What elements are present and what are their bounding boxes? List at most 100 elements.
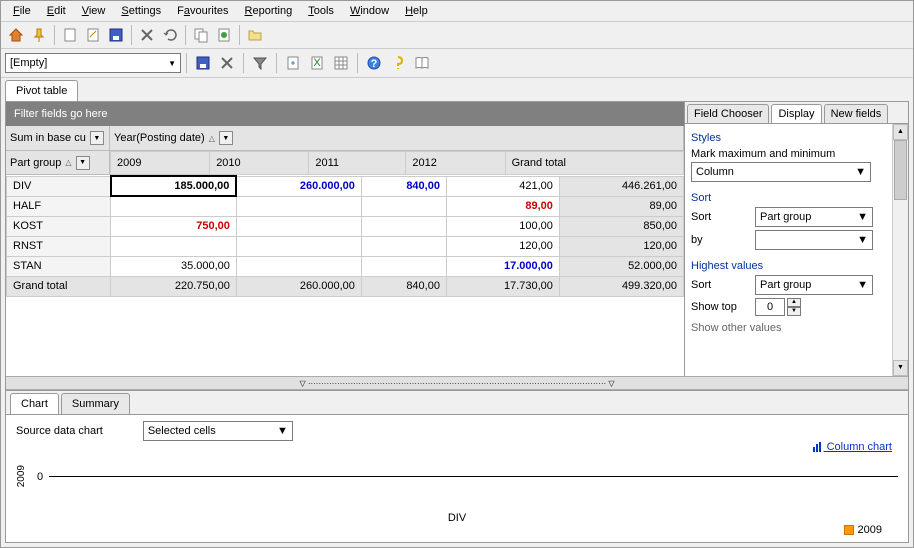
- row-label[interactable]: STAN: [7, 256, 111, 276]
- data-cell[interactable]: 120,00: [446, 236, 559, 256]
- scroll-thumb[interactable]: [894, 140, 907, 200]
- spin-up[interactable]: ▲: [787, 298, 801, 307]
- data-cell[interactable]: [111, 236, 237, 256]
- folder-icon[interactable]: [244, 24, 266, 46]
- scroll-down-icon[interactable]: ▼: [893, 360, 908, 376]
- source-data-label: Source data chart: [16, 425, 103, 437]
- data-cell[interactable]: [361, 216, 446, 236]
- pivot-zone: Filter fields go here Sum in base cu▼ Ye…: [6, 102, 908, 376]
- side-panel: Field Chooser Display New fields Styles …: [684, 102, 908, 376]
- pivot-column-headers: 2009201020112012Grand total: [110, 151, 684, 175]
- data-cell[interactable]: [361, 196, 446, 216]
- excel-icon[interactable]: X: [306, 52, 328, 74]
- mark-select[interactable]: Column▼: [691, 162, 871, 182]
- save-layout-icon[interactable]: [192, 52, 214, 74]
- pin-icon[interactable]: [28, 24, 50, 46]
- data-cell[interactable]: 89,00: [446, 196, 559, 216]
- menu-window[interactable]: Window: [342, 3, 397, 19]
- source-data-select[interactable]: Selected cells▼: [143, 421, 293, 441]
- scroll-up-icon[interactable]: ▲: [893, 124, 908, 140]
- refresh-icon[interactable]: [213, 24, 235, 46]
- column-header[interactable]: 2011: [309, 152, 406, 175]
- column-field[interactable]: Year(Posting date)△▼: [110, 126, 684, 150]
- data-cell[interactable]: [111, 196, 237, 216]
- info-icon[interactable]: ?: [363, 52, 385, 74]
- menu-file[interactable]: File: [5, 3, 39, 19]
- help-icon[interactable]: [387, 52, 409, 74]
- data-cell[interactable]: [361, 256, 446, 276]
- menu-reporting[interactable]: Reporting: [237, 3, 301, 19]
- data-cell[interactable]: 52.000,00: [559, 256, 683, 276]
- data-cell[interactable]: [236, 196, 361, 216]
- column-header[interactable]: Grand total: [505, 152, 683, 175]
- chart-body: Source data chart Selected cells▼ 2009 0…: [6, 415, 908, 542]
- tab-field-chooser[interactable]: Field Chooser: [687, 104, 769, 123]
- tab-display[interactable]: Display: [771, 104, 821, 123]
- showtop-spinner[interactable]: ▲▼: [755, 298, 801, 316]
- pivot-data-table: DIV185.000,00260.000,00840,00421,00446.2…: [6, 175, 684, 297]
- column-field-label: Year(Posting date): [114, 132, 205, 144]
- menu-favourites[interactable]: Favourites: [169, 3, 236, 19]
- spin-down[interactable]: ▼: [787, 307, 801, 316]
- filter-drop-area[interactable]: Filter fields go here: [6, 102, 684, 126]
- layout-combo[interactable]: [Empty]▼: [5, 53, 181, 73]
- side-scrollbar[interactable]: ▲ ▼: [892, 124, 908, 376]
- chart-type-link[interactable]: Column chart: [812, 441, 892, 453]
- edit-icon[interactable]: [82, 24, 104, 46]
- data-cell[interactable]: 446.261,00: [559, 176, 683, 196]
- menu-edit[interactable]: Edit: [39, 3, 74, 19]
- data-cell[interactable]: 120,00: [559, 236, 683, 256]
- copy-icon[interactable]: [190, 24, 212, 46]
- h-sort-select[interactable]: Part group▼: [755, 275, 873, 295]
- menu-tools[interactable]: Tools: [300, 3, 342, 19]
- delete-layout-icon[interactable]: [216, 52, 238, 74]
- column-header[interactable]: 2010: [210, 152, 309, 175]
- undo-icon[interactable]: [159, 24, 181, 46]
- grid-icon[interactable]: [330, 52, 352, 74]
- by-select[interactable]: ▼: [755, 230, 873, 250]
- grand-total-row: Grand total220.750,00260.000,00840,0017.…: [7, 276, 684, 296]
- row-label[interactable]: RNST: [7, 236, 111, 256]
- tab-chart[interactable]: Chart: [10, 393, 59, 414]
- export-icon[interactable]: [282, 52, 304, 74]
- data-cell[interactable]: 840,00: [361, 176, 446, 196]
- data-cell[interactable]: 260.000,00: [236, 176, 361, 196]
- sort-select[interactable]: Part group▼: [755, 207, 873, 227]
- data-cell[interactable]: 850,00: [559, 216, 683, 236]
- splitter-bar[interactable]: ▽ ······································…: [6, 376, 908, 390]
- chart-type-link-text: Column chart: [827, 441, 892, 453]
- data-cell[interactable]: 185.000,00: [111, 176, 237, 196]
- tab-summary[interactable]: Summary: [61, 393, 130, 414]
- row-label[interactable]: DIV: [7, 176, 111, 196]
- row-label[interactable]: HALF: [7, 196, 111, 216]
- data-cell[interactable]: 35.000,00: [111, 256, 237, 276]
- data-cell[interactable]: 750,00: [111, 216, 237, 236]
- book-icon[interactable]: [411, 52, 433, 74]
- menu-view[interactable]: View: [74, 3, 114, 19]
- column-header[interactable]: 2009: [111, 152, 210, 175]
- menu-help[interactable]: Help: [397, 3, 436, 19]
- showtop-input[interactable]: [755, 298, 785, 316]
- measure-field[interactable]: Sum in base cu▼: [6, 126, 110, 150]
- column-header[interactable]: 2012: [406, 152, 505, 175]
- data-cell[interactable]: [236, 236, 361, 256]
- sort-label: Sort: [691, 211, 747, 223]
- tab-pivot-table[interactable]: Pivot table: [5, 80, 78, 101]
- showtop-label: Show top: [691, 301, 747, 313]
- delete-icon[interactable]: [136, 24, 158, 46]
- data-cell[interactable]: 100,00: [446, 216, 559, 236]
- data-cell[interactable]: 17.000,00: [446, 256, 559, 276]
- save-icon[interactable]: [105, 24, 127, 46]
- new-icon[interactable]: [59, 24, 81, 46]
- data-cell[interactable]: [361, 236, 446, 256]
- data-cell[interactable]: [236, 216, 361, 236]
- filter-icon[interactable]: [249, 52, 271, 74]
- home-icon[interactable]: [5, 24, 27, 46]
- data-cell[interactable]: 421,00: [446, 176, 559, 196]
- data-cell[interactable]: 89,00: [559, 196, 683, 216]
- row-label[interactable]: KOST: [7, 216, 111, 236]
- tab-new-fields[interactable]: New fields: [824, 104, 889, 123]
- data-cell[interactable]: [236, 256, 361, 276]
- menu-settings[interactable]: Settings: [113, 3, 169, 19]
- row-field[interactable]: Part group△▼: [6, 151, 110, 175]
